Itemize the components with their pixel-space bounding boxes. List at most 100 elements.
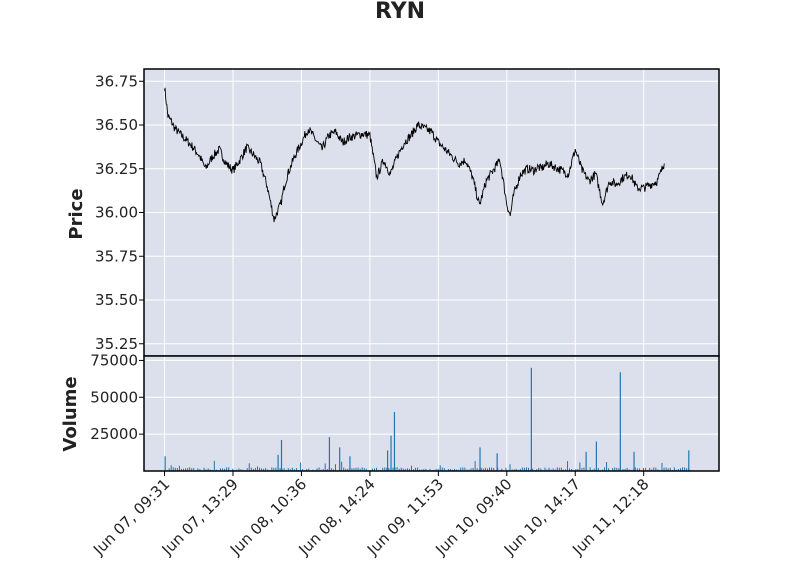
volume-bar	[318, 467, 320, 471]
volume-bar	[528, 467, 530, 471]
volume-bar	[187, 468, 189, 471]
volume-bar	[374, 468, 375, 471]
volume-bar	[265, 468, 267, 471]
volume-bar	[324, 463, 326, 471]
volume-bar	[632, 469, 634, 471]
volume-y-tick-label: 25000	[90, 425, 138, 443]
volume-bar	[388, 468, 390, 471]
volume-bar	[593, 468, 595, 471]
volume-bar	[183, 468, 185, 471]
volume-bar	[513, 469, 515, 471]
volume-bar	[256, 466, 258, 471]
volume-bar	[571, 469, 573, 471]
volume-bar	[589, 467, 591, 471]
volume-bar	[657, 469, 659, 471]
volume-bar	[558, 467, 560, 471]
volume-bar	[532, 468, 534, 471]
volume-bar	[332, 469, 334, 471]
volume-bar	[560, 467, 562, 471]
volume-bar	[476, 468, 478, 471]
volume-bar	[464, 467, 466, 471]
volume-bar	[228, 467, 230, 471]
volume-bar	[193, 468, 195, 471]
volume-bar	[283, 468, 285, 471]
volume-bar	[355, 467, 357, 471]
volume-bar	[423, 469, 425, 471]
volume-bar	[501, 468, 503, 471]
volume-bar	[673, 467, 675, 471]
volume-bar	[415, 467, 417, 471]
volume-bar	[316, 468, 318, 471]
volume-bar	[552, 468, 554, 471]
volume-bar	[456, 469, 458, 471]
volume-bar	[178, 465, 180, 471]
volume-bar	[254, 467, 256, 471]
volume-bar	[400, 467, 402, 471]
chart-title: RYN	[375, 0, 425, 24]
volume-bar	[308, 468, 310, 471]
price-y-tick-label: 35.25	[95, 335, 138, 353]
volume-bar	[663, 467, 665, 471]
volume-bar	[636, 468, 638, 471]
volume-bar	[361, 467, 363, 471]
volume-bar	[581, 467, 583, 471]
volume-bar	[567, 461, 569, 471]
volume-bar	[544, 467, 546, 471]
volume-bar	[556, 467, 558, 471]
volume-bar	[472, 467, 474, 471]
volume-bar	[474, 461, 476, 471]
volume-bar	[624, 468, 626, 471]
volume-bar-spike	[277, 454, 279, 471]
volume-bar	[291, 467, 293, 471]
volume-bar	[655, 467, 657, 471]
volume-bar-spike	[688, 450, 690, 471]
volume-bar	[538, 467, 540, 471]
volume-bar-spike	[349, 456, 351, 471]
volume-bar	[677, 468, 679, 471]
volume-bar	[484, 467, 486, 471]
volume-bar	[275, 467, 277, 471]
volume-bar	[402, 468, 404, 471]
volume-bar	[554, 469, 556, 471]
volume-plot-area	[144, 356, 719, 471]
volume-bar	[174, 467, 176, 471]
volume-bar	[300, 462, 302, 471]
volume-bar	[404, 468, 406, 471]
price-y-tick-label: 36.25	[95, 160, 138, 178]
price-axis-label: Price	[66, 188, 87, 239]
volume-bar	[371, 468, 373, 471]
volume-bar	[583, 467, 585, 471]
volume-bar	[569, 468, 571, 471]
volume-bar-spike	[387, 450, 389, 471]
volume-bar	[170, 465, 172, 471]
volume-bar	[351, 468, 353, 471]
volume-bar	[341, 461, 343, 471]
volume-bar	[437, 468, 439, 471]
volume-bar	[604, 467, 605, 471]
volume-bar	[406, 468, 408, 471]
volume-bar	[359, 468, 361, 471]
volume-bar	[246, 468, 248, 471]
volume-bar	[447, 468, 449, 471]
volume-bar	[486, 468, 488, 471]
volume-bar	[295, 468, 297, 471]
volume-bar	[425, 468, 427, 471]
volume-bar	[682, 467, 684, 471]
volume-bar	[263, 468, 265, 471]
volume-bar	[386, 467, 388, 471]
volume-bar	[491, 467, 493, 471]
volume-bar	[626, 467, 628, 471]
volume-y-tick-label: 75000	[90, 351, 138, 369]
volume-bar	[454, 468, 456, 471]
volume-bar-spike	[280, 440, 283, 471]
volume-bar	[679, 468, 681, 471]
volume-bar	[443, 468, 445, 471]
volume-bar	[493, 467, 495, 471]
volume-bar	[686, 468, 688, 471]
volume-bar-spike	[339, 447, 341, 471]
volume-bar	[250, 467, 252, 471]
volume-bar	[252, 468, 254, 471]
volume-bar	[439, 465, 441, 471]
volume-bar	[523, 467, 525, 471]
